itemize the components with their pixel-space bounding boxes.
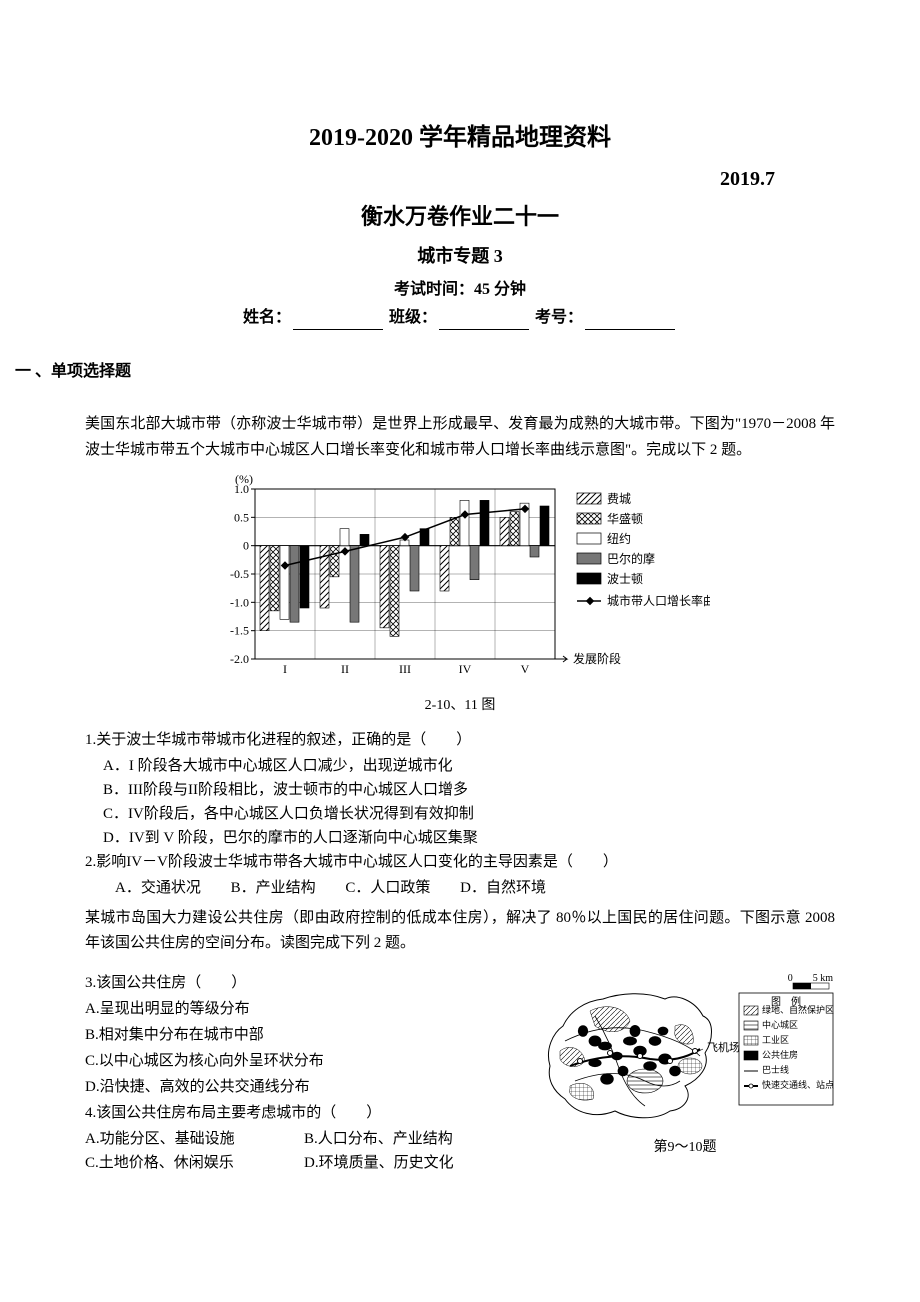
- q2-opt-a: A．交通状况: [115, 880, 201, 896]
- q3-opt-d: D.沿快捷、高效的公共交通线分布: [85, 1075, 523, 1099]
- svg-text:I: I: [283, 662, 287, 676]
- bar-line-chart: -2.0-1.5-1.0-0.500.51.0(%)IIIIIIIVV发展阶段费…: [210, 471, 710, 681]
- svg-text:巴尔的摩: 巴尔的摩: [607, 551, 655, 566]
- svg-text:巴士线: 巴士线: [762, 1064, 789, 1075]
- thematic-map: 飞机场0 5 km图 例绿地、自然保护区中心城区工业区公共住房巴士线快速交通线、…: [535, 971, 835, 1131]
- q4-stem: 4.该国公共住房布局主要考虑城市的（ ）: [85, 1101, 523, 1125]
- svg-text:公共住房: 公共住房: [762, 1049, 798, 1060]
- q3-opt-a: A.呈现出明显的等级分布: [85, 997, 523, 1021]
- svg-text:0 5 km: 0 5 km: [788, 973, 834, 984]
- q1-opt-a: A．I 阶段各大城市中心城区人口减少，出现逆城市化: [103, 754, 835, 778]
- svg-text:-2.0: -2.0: [230, 652, 249, 666]
- main-title: 2019-2020 学年精品地理资料: [85, 120, 835, 156]
- svg-text:III: III: [399, 662, 411, 676]
- chart-1: -2.0-1.5-1.0-0.500.51.0(%)IIIIIIIVV发展阶段费…: [85, 471, 835, 689]
- svg-text:-1.5: -1.5: [230, 624, 249, 638]
- q2-opt-d: D．自然环境: [460, 880, 546, 896]
- map-caption: 第9～10题: [654, 1137, 717, 1158]
- q4-opt-a: A.功能分区、基础设施: [85, 1127, 304, 1151]
- exam-time: 考试时间：45 分钟: [85, 278, 835, 302]
- svg-text:II: II: [341, 662, 349, 676]
- class-blank: [439, 329, 529, 330]
- q3-stem: 3.该国公共住房（ ）: [85, 971, 523, 995]
- svg-text:华盛顿: 华盛顿: [607, 511, 643, 526]
- class-label: 班级：: [389, 309, 437, 326]
- svg-text:中心城区: 中心城区: [762, 1019, 798, 1030]
- svg-text:绿地、自然保护区: 绿地、自然保护区: [762, 1004, 834, 1015]
- map-figure: 飞机场0 5 km图 例绿地、自然保护区中心城区工业区公共住房巴士线快速交通线、…: [535, 971, 835, 1158]
- subtitle-2: 城市专题 3: [85, 243, 835, 270]
- q2-opts: A．交通状况 B．产业结构 C．人口政策 D．自然环境: [115, 876, 835, 900]
- name-label: 姓名：: [243, 309, 291, 326]
- svg-text:快速交通线、站点: 快速交通线、站点: [762, 1079, 834, 1090]
- svg-text:飞机场: 飞机场: [707, 1040, 740, 1054]
- svg-text:0: 0: [243, 539, 249, 553]
- q4-opt-d: D.环境质量、历史文化: [304, 1151, 523, 1175]
- student-info-line: 姓名： 班级： 考号：: [85, 306, 835, 330]
- svg-text:V: V: [521, 662, 530, 676]
- q3-opt-c: C.以中心城区为核心向外呈环状分布: [85, 1049, 523, 1073]
- name-blank: [293, 329, 383, 330]
- section-heading: 一 、单项选择题: [15, 360, 835, 384]
- q1-opt-d: D．IV到 V 阶段，巴尔的摩市的人口逐渐向中心城区集聚: [103, 826, 835, 850]
- svg-text:-0.5: -0.5: [230, 567, 249, 581]
- svg-text:工业区: 工业区: [762, 1035, 789, 1045]
- svg-text:波士顿: 波士顿: [607, 572, 643, 586]
- svg-text:城市带人口增长率曲线: 城市带人口增长率曲线: [607, 593, 710, 608]
- date: 2019.7: [85, 164, 835, 194]
- svg-text:-1.0: -1.0: [230, 595, 249, 609]
- svg-text:纽约: 纽约: [607, 531, 631, 546]
- svg-text:0.5: 0.5: [234, 510, 249, 524]
- chart-1-caption: 2-10、11 图: [85, 695, 835, 716]
- q2-opt-b: B．产业结构: [231, 880, 316, 896]
- passage-2: 某城市岛国大力建设公共住房（即由政府控制的低成本住房），解决了 80％以上国民的…: [85, 906, 835, 957]
- q1-opt-c: C．IV阶段后，各中心城区人口负增长状况得到有效抑制: [103, 802, 835, 826]
- subtitle-1: 衡水万卷作业二十一: [85, 200, 835, 233]
- q1-stem: 1.关于波士华城市带城市化进程的叙述，正确的是（ ）: [85, 728, 835, 752]
- q2-stem: 2.影响IV－V阶段波士华城市带各大城市中心城区人口变化的主导因素是（ ）: [85, 850, 835, 874]
- svg-text:费城: 费城: [607, 492, 631, 506]
- id-label: 考号：: [535, 309, 583, 326]
- passage-1: 美国东北部大城市带（亦称波士华城市带）是世界上形成最早、发育最为成熟的大城市带。…: [85, 412, 835, 463]
- svg-text:发展阶段: 发展阶段: [573, 651, 621, 666]
- svg-text:(%): (%): [235, 472, 253, 486]
- q4-opt-c: C.土地价格、休闲娱乐: [85, 1151, 304, 1175]
- svg-text:IV: IV: [459, 662, 472, 676]
- id-blank: [585, 329, 675, 330]
- q2-opt-c: C．人口政策: [345, 880, 430, 896]
- q4-opt-b: B.人口分布、产业结构: [304, 1127, 523, 1151]
- q3-opt-b: B.相对集中分布在城市中部: [85, 1023, 523, 1047]
- q1-opt-b: B．III阶段与II阶段相比，波士顿市的中心城区人口增多: [103, 778, 835, 802]
